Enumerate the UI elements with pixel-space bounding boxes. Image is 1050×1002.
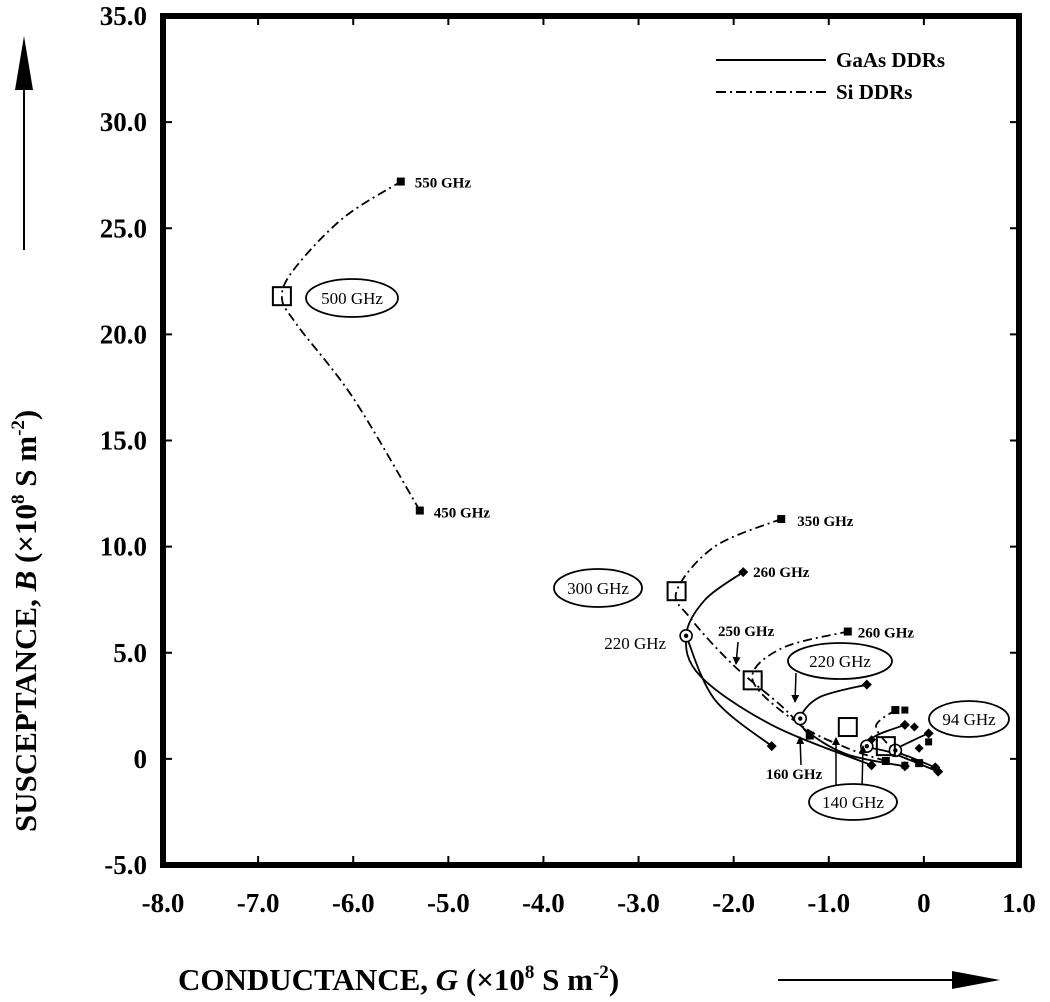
annotation-decor [271, 278, 1010, 821]
data-point [901, 761, 909, 769]
data-point [914, 743, 924, 753]
y-axis-title: SUSCEPTANCE, B (×108 S m-2) [8, 410, 43, 832]
annotation-box [875, 736, 896, 757]
x-tick-label: -8.0 [142, 888, 185, 918]
series-line-si [280, 180, 421, 511]
series-line-gaas [685, 635, 773, 747]
annotation-label: 300 GHz [567, 579, 629, 598]
data-point [891, 706, 900, 715]
annotation-label: 250 GHz [718, 624, 775, 640]
data-point [861, 679, 872, 690]
data-point [867, 735, 877, 745]
annotation-ellipse [553, 568, 643, 608]
data-point [843, 627, 852, 636]
series-line-si [751, 630, 887, 762]
x-axis-title: CONDUCTANCE, G (×108 S m-2) [178, 962, 619, 997]
data-point [738, 567, 749, 578]
annotation-ellipse [928, 700, 1010, 738]
x-tick-label: -1.0 [807, 888, 850, 918]
x-axis-arrow [778, 971, 1000, 989]
annotation-arrow [858, 745, 867, 791]
annotation-label: 220 GHz [809, 652, 871, 671]
data-point [766, 741, 777, 752]
annotation-label: 550 GHz [415, 176, 472, 192]
circled-point-dot [864, 743, 870, 749]
annotation-label: 94 GHz [942, 710, 996, 729]
x-tick-label: -7.0 [237, 888, 280, 918]
circled-point-dot [683, 633, 689, 638]
annotation-label: 220 GHz [604, 634, 666, 653]
data-point [899, 719, 910, 730]
annotation-ellipse [305, 278, 399, 318]
data-point [805, 731, 814, 740]
series-line-gaas [798, 683, 906, 768]
y-tick-label: 0 [134, 744, 148, 774]
x-tick-label: 1.0 [1002, 888, 1036, 918]
y-tick-label: 30.0 [100, 107, 147, 137]
data-point [396, 177, 405, 186]
x-tick-label: -6.0 [332, 888, 375, 918]
data-point [866, 760, 877, 771]
data-point [901, 706, 909, 714]
annotation-arrow [796, 736, 805, 766]
legend-label-si: Si DDRs [836, 80, 912, 104]
annotation-arrow [791, 672, 800, 703]
legend: GaAs DDRs Si DDRs [716, 48, 945, 104]
y-tick-label: 10.0 [100, 532, 147, 562]
data-point [923, 728, 934, 739]
y-tick-label: 25.0 [100, 213, 147, 243]
annotation-ellipse [787, 642, 893, 680]
circled-point-dot [798, 716, 803, 721]
annotation-box [742, 670, 763, 691]
data-point [881, 756, 890, 765]
axis-ticks: -8.0 -7.0 -6.0 -5.0 -4.0 -3.0 -2.0 -1.0 0 1.0 -5.0… [100, 1, 1036, 918]
annotation-label: 260 GHz [858, 626, 915, 642]
y-tick-label: 35.0 [100, 1, 147, 31]
data-point [915, 759, 924, 768]
series-layer [280, 180, 939, 773]
annotation-box [271, 286, 292, 307]
annotation-box [837, 717, 858, 738]
plot-frame [160, 13, 1022, 868]
data-point [415, 506, 424, 515]
annotation-label: 160 GHz [766, 767, 823, 783]
annotation-label: 500 GHz [321, 289, 383, 308]
legend-label-gaas: GaAs DDRs [836, 48, 945, 72]
annotation-arrow [732, 641, 741, 665]
series-line-si [875, 709, 920, 764]
annotation-box [666, 581, 687, 602]
x-tick-label: -5.0 [427, 888, 470, 918]
y-tick-label: -5.0 [104, 850, 147, 880]
annotation-labels: 550 GHz 500 GHz 450 GHz 350 GHz 300 GHz 260 G… [321, 176, 996, 812]
y-tick-label: 15.0 [100, 426, 147, 456]
annotation-label: 140 GHz [822, 793, 884, 812]
x-tick-label: -4.0 [522, 888, 565, 918]
annotation-label: 450 GHz [434, 506, 491, 522]
annotation-ellipse [808, 783, 898, 821]
data-point [930, 762, 941, 773]
y-tick-label: 20.0 [100, 319, 147, 349]
y-tick-label: 5.0 [113, 638, 147, 668]
x-tick-label: -2.0 [712, 888, 755, 918]
y-axis-arrow [15, 36, 33, 250]
annotation-label: 350 GHz [797, 514, 854, 530]
x-tick-label: -3.0 [617, 888, 660, 918]
data-point [777, 515, 786, 524]
data-point [909, 722, 919, 732]
annotation-label: 260 GHz [753, 565, 810, 581]
x-tick-label: 0 [917, 888, 931, 918]
data-point [925, 738, 933, 746]
